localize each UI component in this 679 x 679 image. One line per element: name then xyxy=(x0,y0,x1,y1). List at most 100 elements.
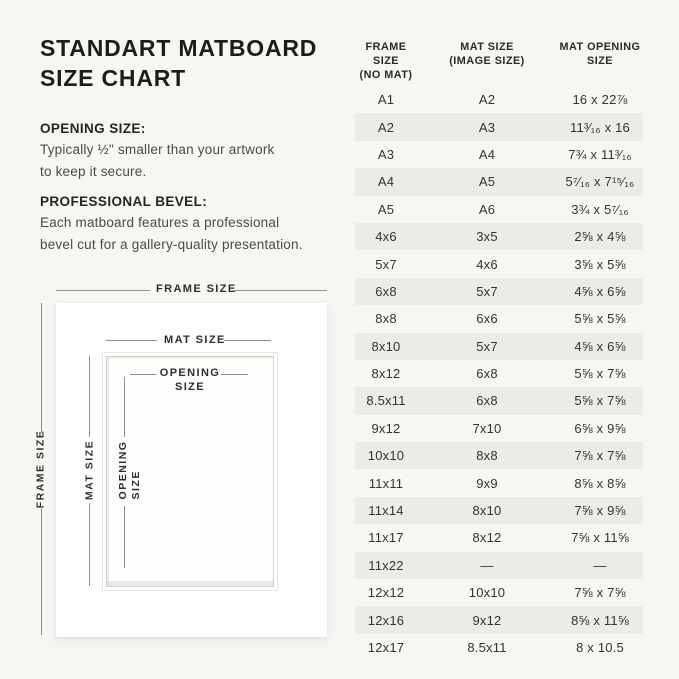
mat-size-label-line-left xyxy=(106,340,157,341)
table-row: 12x12 10x10 7⅝ x 7⅝ xyxy=(355,579,643,606)
table-row: 8x10 5x7 4⅝ x 6⅝ xyxy=(355,332,643,360)
table-row: 9x12 7x10 6⅝ x 9⅝ xyxy=(355,415,643,442)
table-row: 8x12 6x8 5⅝ x 7⅝ xyxy=(355,360,643,387)
table-cell-mat-size: 6x8 xyxy=(476,366,498,382)
table-cell-mat-size: A3 xyxy=(478,119,496,135)
table-row: A1 A2 16 x 22⅞ xyxy=(355,86,643,113)
table-row: 10x10 8x8 7⅝ x 7⅝ xyxy=(355,442,643,470)
table-cell-frame-size: A1 xyxy=(377,92,395,108)
table-row: 12x16 9x12 8⅝ x 11⅝ xyxy=(355,606,643,634)
table-cell-mat-size: 6x8 xyxy=(476,393,498,409)
table-row: 11x22 — — xyxy=(355,551,643,580)
table-cell-frame-size: 9x12 xyxy=(371,420,401,436)
table-cell-mat-opening-size: 16 x 22⅞ xyxy=(572,92,628,108)
table-cell-frame-size: 10x10 xyxy=(367,448,405,464)
professional-bevel-heading: PROFESSIONAL BEVEL: xyxy=(40,194,208,209)
table-header-frame-size: FRAME SIZE (NO MAT) xyxy=(359,41,413,81)
opening-size-label-line-left xyxy=(130,374,156,375)
table-cell-frame-size: 12x12 xyxy=(367,585,405,601)
table-header-row: FRAME SIZE (NO MAT) MAT SIZE (IMAGE SIZE… xyxy=(355,40,643,82)
table-row: 4x6 3x5 2⅝ x 4⅝ xyxy=(355,222,643,251)
frame-size-vline-top xyxy=(41,303,42,433)
table-row: A4 A5 5⁷⁄₁₆ x 7¹⁵⁄₁₆ xyxy=(355,168,643,196)
table-row: 11x17 8x12 7⅝ x 11⅝ xyxy=(355,524,643,551)
table-row: 8.5x11 6x8 5⅝ x 7⅝ xyxy=(355,387,643,415)
table-header-mat-size: MAT SIZE (IMAGE SIZE) xyxy=(449,41,525,67)
table-cell-mat-opening-size: 8⅝ x 8⅝ xyxy=(574,475,626,491)
opening-size-vline-bottom xyxy=(124,506,125,568)
table-header-mat-opening: MAT OPENING SIZE xyxy=(559,41,641,67)
table-cell-mat-opening-size: — xyxy=(593,557,607,573)
table-cell-mat-opening-size: 7⅝ x 9⅝ xyxy=(574,503,626,519)
frame-size-vline-bottom xyxy=(41,506,42,635)
mat-size-vline-top xyxy=(89,356,90,437)
mat-size-vline-bottom xyxy=(89,503,90,586)
table-cell-mat-opening-size: 7⅝ x 11⅝ xyxy=(571,530,629,546)
mat-opening-rectangle xyxy=(102,352,278,591)
table-cell-mat-size: 9x12 xyxy=(472,612,502,628)
table-cell-frame-size: 8x8 xyxy=(375,311,397,327)
table-cell-mat-opening-size: 5⅝ x 5⅝ xyxy=(574,311,626,327)
frame-size-label: FRAME SIZE xyxy=(156,283,237,295)
table-cell-frame-size: 8.5x11 xyxy=(366,393,406,409)
frame-size-label-line-right xyxy=(234,290,327,291)
table-cell-mat-opening-size: 8 x 10.5 xyxy=(576,640,624,655)
table-cell-frame-size: A3 xyxy=(377,146,395,162)
opening-size-label-line-right xyxy=(221,374,248,375)
table-cell-frame-size: 11x17 xyxy=(368,530,404,546)
frame-size-label-line-left xyxy=(56,290,150,291)
table-row: 6x8 5x7 4⅝ x 6⅝ xyxy=(355,277,643,306)
table-row: 12x17 8.5x11 8 x 10.5 xyxy=(355,634,643,661)
table-cell-frame-size: A2 xyxy=(377,119,395,135)
table-cell-mat-opening-size: 5⅝ x 7⅝ xyxy=(574,366,626,382)
table-cell-mat-opening-size: 7⅝ x 7⅝ xyxy=(574,585,626,601)
table-cell-frame-size: 5x7 xyxy=(375,256,397,272)
table-row: A5 A6 3¾ x 5⁷⁄₁₆ xyxy=(355,196,643,223)
table-row: 5x7 4x6 3⅝ x 5⅝ xyxy=(355,250,643,277)
table-row: 11x14 8x10 7⅝ x 9⅝ xyxy=(355,496,643,525)
opening-size-vline-top xyxy=(124,377,125,437)
table-cell-mat-opening-size: 3¾ x 5⁷⁄₁₆ xyxy=(571,201,629,217)
table-cell-mat-size: 5x7 xyxy=(476,338,498,354)
table-cell-frame-size: 11x14 xyxy=(368,503,404,519)
table-cell-frame-size: A4 xyxy=(377,174,395,190)
table-cell-mat-opening-size: 3⅝ x 5⅝ xyxy=(574,256,626,272)
table-cell-mat-size: 6x6 xyxy=(476,311,498,327)
table-cell-mat-size: 8x12 xyxy=(472,530,502,546)
table-cell-frame-size: 8x10 xyxy=(371,338,401,354)
table-cell-frame-size: A5 xyxy=(377,201,395,217)
table-cell-mat-size: 4x6 xyxy=(476,256,498,272)
mat-size-vertical-label: MAT SIZE xyxy=(83,439,96,501)
table-row: A3 A4 7¾ x 11³⁄₁₆ xyxy=(355,141,643,168)
table-cell-mat-opening-size: 7⅝ x 7⅝ xyxy=(574,448,626,464)
table-cell-frame-size: 4x6 xyxy=(375,229,397,245)
opening-size-label: OPENING SIZE xyxy=(159,367,221,393)
frame-size-vertical-label: FRAME SIZE xyxy=(34,429,47,509)
table-cell-frame-size: 12x17 xyxy=(367,640,405,655)
table-cell-frame-size: 11x11 xyxy=(368,475,404,491)
table-cell-mat-opening-size: 2⅝ x 4⅝ xyxy=(574,229,626,245)
table-cell-mat-opening-size: 5⅝ x 7⅝ xyxy=(574,393,626,409)
table-row: 11x11 9x9 8⅝ x 8⅝ xyxy=(355,469,643,496)
table-cell-mat-opening-size: 7¾ x 11³⁄₁₆ xyxy=(568,146,632,162)
table-cell-mat-opening-size: 5⁷⁄₁₆ x 7¹⁵⁄₁₆ xyxy=(565,174,635,190)
opening-size-body: Typically ½" smaller than your artwork t… xyxy=(40,142,275,179)
size-table-body: A1 A2 16 x 22⅞ A2 A3 11³⁄₁₆ x 16 A3 A4 7¾ x 11³⁄… xyxy=(355,86,643,661)
opening-size-vertical-label: OPENING SIZE xyxy=(117,440,142,500)
page-title: STANDART MATBOARD SIZE CHART xyxy=(40,35,318,92)
mat-size-label: MAT SIZE xyxy=(164,334,226,346)
table-cell-mat-size: 7x10 xyxy=(472,420,502,436)
mat-size-label-line-right xyxy=(224,340,271,341)
table-cell-frame-size: 12x16 xyxy=(367,612,405,628)
table-cell-mat-size: 5x7 xyxy=(476,283,498,299)
table-cell-mat-size: 8x10 xyxy=(472,503,502,519)
opening-size-heading: OPENING SIZE: xyxy=(40,121,146,136)
table-cell-frame-size: 8x12 xyxy=(371,366,401,382)
table-cell-mat-opening-size: 11³⁄₁₆ x 16 xyxy=(569,119,630,135)
table-cell-mat-opening-size: 4⅝ x 6⅝ xyxy=(574,338,626,354)
table-cell-mat-size: 8.5x11 xyxy=(467,640,507,655)
table-cell-mat-size: 3x5 xyxy=(476,229,498,245)
table-row: A2 A3 11³⁄₁₆ x 16 xyxy=(355,113,643,141)
table-cell-mat-size: — xyxy=(480,557,494,573)
